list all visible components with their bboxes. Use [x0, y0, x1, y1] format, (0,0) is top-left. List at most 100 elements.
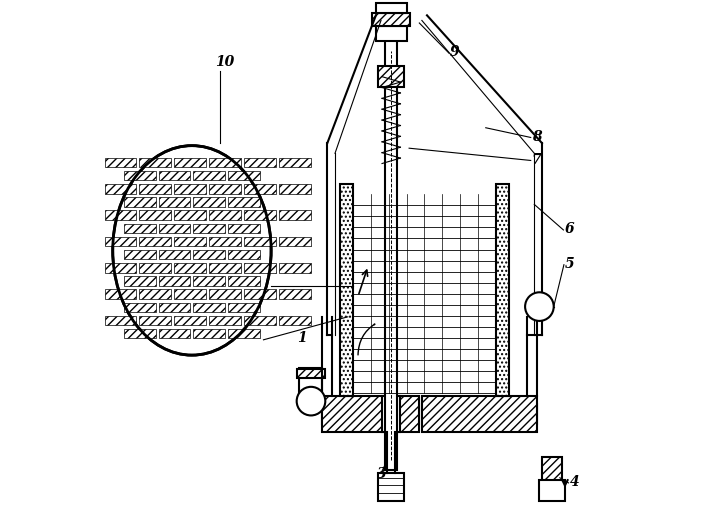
- Bar: [140, 211, 171, 220]
- Circle shape: [525, 292, 553, 321]
- Bar: [159, 303, 190, 312]
- Bar: [124, 329, 155, 338]
- Bar: [228, 171, 260, 180]
- Bar: [228, 329, 260, 338]
- Bar: [159, 276, 190, 286]
- Circle shape: [296, 387, 325, 415]
- Bar: [193, 303, 226, 312]
- Bar: [124, 276, 155, 286]
- Bar: [279, 290, 311, 299]
- Bar: [422, 404, 483, 424]
- Bar: [159, 224, 190, 233]
- Bar: [279, 237, 311, 246]
- FancyArrowPatch shape: [358, 324, 374, 355]
- Bar: [105, 263, 136, 273]
- Bar: [422, 396, 537, 432]
- Bar: [174, 184, 206, 194]
- Bar: [244, 158, 276, 167]
- Bar: [209, 316, 241, 326]
- Bar: [228, 250, 260, 260]
- Text: 7: 7: [532, 152, 541, 167]
- Bar: [140, 237, 171, 246]
- Bar: [209, 211, 241, 220]
- Bar: [244, 184, 276, 194]
- Bar: [322, 404, 364, 424]
- Bar: [483, 404, 511, 424]
- Bar: [159, 197, 190, 207]
- Bar: [364, 404, 384, 424]
- Ellipse shape: [112, 146, 271, 355]
- Bar: [385, 36, 397, 470]
- Bar: [244, 263, 276, 273]
- Bar: [279, 316, 311, 326]
- Bar: [376, 26, 407, 41]
- Bar: [382, 396, 400, 432]
- Bar: [140, 316, 171, 326]
- Bar: [279, 263, 311, 273]
- Bar: [105, 316, 136, 326]
- Bar: [193, 276, 226, 286]
- Bar: [105, 237, 136, 246]
- Bar: [174, 211, 206, 220]
- Bar: [159, 329, 190, 338]
- Bar: [193, 329, 226, 338]
- Text: 1: 1: [296, 331, 306, 345]
- Bar: [140, 158, 171, 167]
- Bar: [322, 396, 420, 432]
- Bar: [228, 303, 260, 312]
- Bar: [174, 316, 206, 326]
- Bar: [124, 224, 155, 233]
- Bar: [124, 171, 155, 180]
- Bar: [124, 197, 155, 207]
- Text: 2: 2: [304, 398, 314, 412]
- Text: 5: 5: [565, 257, 574, 271]
- Bar: [244, 211, 276, 220]
- Bar: [379, 473, 404, 501]
- Text: 4: 4: [570, 475, 580, 490]
- Bar: [376, 3, 407, 13]
- Bar: [511, 404, 537, 424]
- Bar: [105, 184, 136, 194]
- Bar: [209, 184, 241, 194]
- Bar: [296, 369, 325, 378]
- Bar: [228, 276, 260, 286]
- Bar: [279, 184, 311, 194]
- Bar: [140, 290, 171, 299]
- Bar: [209, 158, 241, 167]
- Bar: [340, 184, 353, 396]
- Bar: [279, 158, 311, 167]
- Bar: [124, 303, 155, 312]
- Bar: [244, 237, 276, 246]
- Bar: [542, 457, 562, 483]
- Text: 9: 9: [450, 45, 460, 59]
- Bar: [193, 197, 226, 207]
- Bar: [244, 290, 276, 299]
- Bar: [209, 290, 241, 299]
- Bar: [228, 197, 260, 207]
- Bar: [228, 224, 260, 233]
- Bar: [105, 290, 136, 299]
- Bar: [299, 368, 322, 401]
- Bar: [105, 211, 136, 220]
- Bar: [193, 171, 226, 180]
- Bar: [496, 184, 509, 396]
- Bar: [279, 211, 311, 220]
- Bar: [209, 263, 241, 273]
- Bar: [140, 263, 171, 273]
- Bar: [244, 316, 276, 326]
- Bar: [174, 290, 206, 299]
- Text: 8: 8: [532, 129, 541, 144]
- Bar: [174, 263, 206, 273]
- Bar: [174, 237, 206, 246]
- Bar: [105, 158, 136, 167]
- Text: 6: 6: [565, 221, 574, 236]
- Bar: [159, 250, 190, 260]
- Bar: [193, 250, 226, 260]
- Bar: [193, 224, 226, 233]
- Bar: [372, 13, 410, 26]
- Bar: [539, 480, 565, 501]
- Bar: [379, 66, 404, 87]
- Bar: [174, 158, 206, 167]
- Bar: [140, 184, 171, 194]
- Bar: [159, 171, 190, 180]
